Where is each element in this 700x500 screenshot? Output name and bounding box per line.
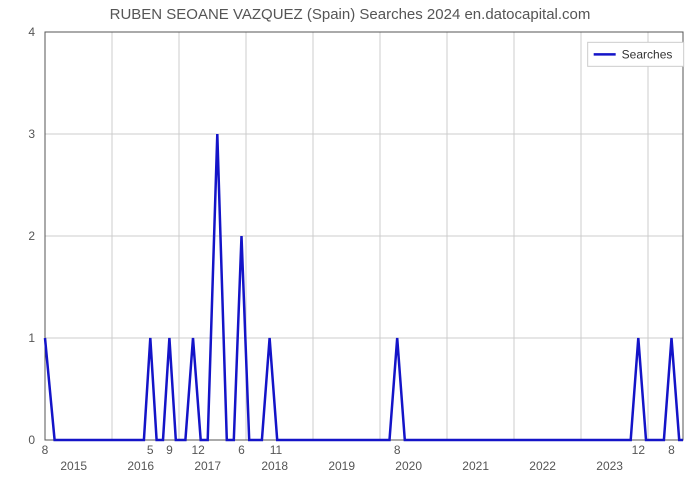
peak-value-label: 8 — [668, 443, 675, 457]
y-tick-label: 4 — [28, 25, 35, 39]
series-line — [45, 134, 683, 440]
peak-value-label: 5 — [147, 443, 154, 457]
peak-value-label: 6 — [238, 443, 245, 457]
peak-value-label: 8 — [394, 443, 401, 457]
x-year-label: 2022 — [529, 459, 556, 473]
legend-label: Searches — [622, 47, 673, 61]
peak-value-label: 8 — [42, 443, 49, 457]
y-tick-label: 1 — [28, 331, 35, 345]
x-year-label: 2021 — [462, 459, 489, 473]
peak-value-label: 11 — [270, 443, 283, 457]
chart-svg: 0123485912611812820152016201720182019202… — [0, 0, 700, 500]
y-tick-label: 3 — [28, 127, 35, 141]
x-year-label: 2016 — [127, 459, 154, 473]
peak-value-label: 9 — [166, 443, 173, 457]
y-tick-label: 0 — [28, 433, 35, 447]
x-year-label: 2015 — [60, 459, 87, 473]
x-year-label: 2018 — [261, 459, 288, 473]
x-year-label: 2017 — [194, 459, 221, 473]
peak-value-label: 12 — [191, 443, 205, 457]
peak-value-label: 12 — [632, 443, 646, 457]
x-year-label: 2023 — [596, 459, 623, 473]
y-tick-label: 2 — [28, 229, 35, 243]
x-year-label: 2019 — [328, 459, 355, 473]
chart-container: RUBEN SEOANE VAZQUEZ (Spain) Searches 20… — [0, 0, 700, 500]
x-year-label: 2020 — [395, 459, 422, 473]
